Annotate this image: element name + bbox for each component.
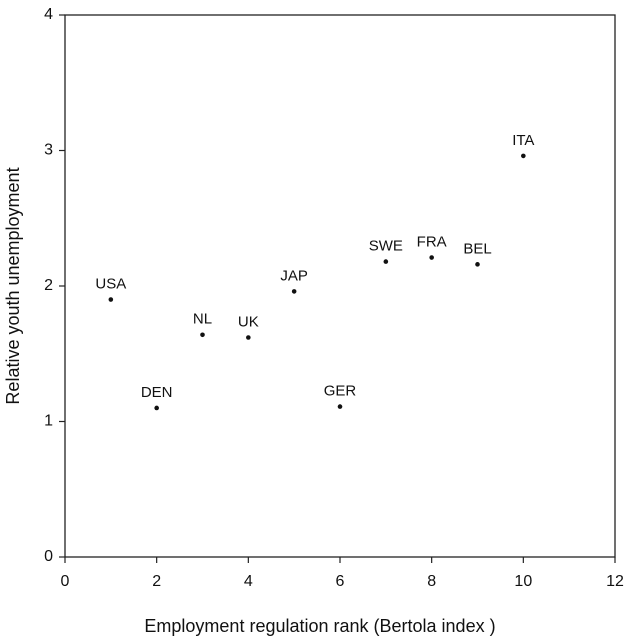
point-label: BEL [463,240,491,257]
point [429,255,434,260]
y-tick-label: 3 [44,142,53,159]
point-label: USA [95,276,126,293]
y-tick-label: 1 [44,413,53,430]
point [521,153,526,159]
point-label: GER [324,383,357,400]
x-tick-label: 2 [152,573,161,590]
point-label: NL [193,311,212,328]
plot-frame [64,14,616,558]
point-label: SWE [369,238,403,255]
point-label: DEN [141,384,173,401]
point-label: JAP [280,267,308,284]
point-label: UK [238,313,259,330]
point-label: ITA [512,132,534,149]
point [337,404,343,409]
point-label: FRA [417,234,447,251]
point [200,332,205,338]
point [108,297,114,302]
x-axis-title: Employment regulation rank (Bertola inde… [144,616,495,636]
x-tick-label: 0 [61,573,70,590]
x-tick-label: 4 [244,573,253,590]
point [246,335,251,340]
x-tick-label: 10 [514,573,532,590]
point [154,405,159,411]
x-tick-label: 8 [427,573,436,590]
y-axis-title: Relative youth unemployment [3,167,23,404]
point [475,262,480,267]
x-tick-label: 6 [336,573,345,590]
y-tick-label: 2 [44,277,53,294]
x-tick-label: 12 [606,573,624,590]
y-tick-label: 4 [44,6,53,23]
y-tick-label: 0 [44,548,53,565]
point [291,289,297,294]
point [383,259,389,264]
